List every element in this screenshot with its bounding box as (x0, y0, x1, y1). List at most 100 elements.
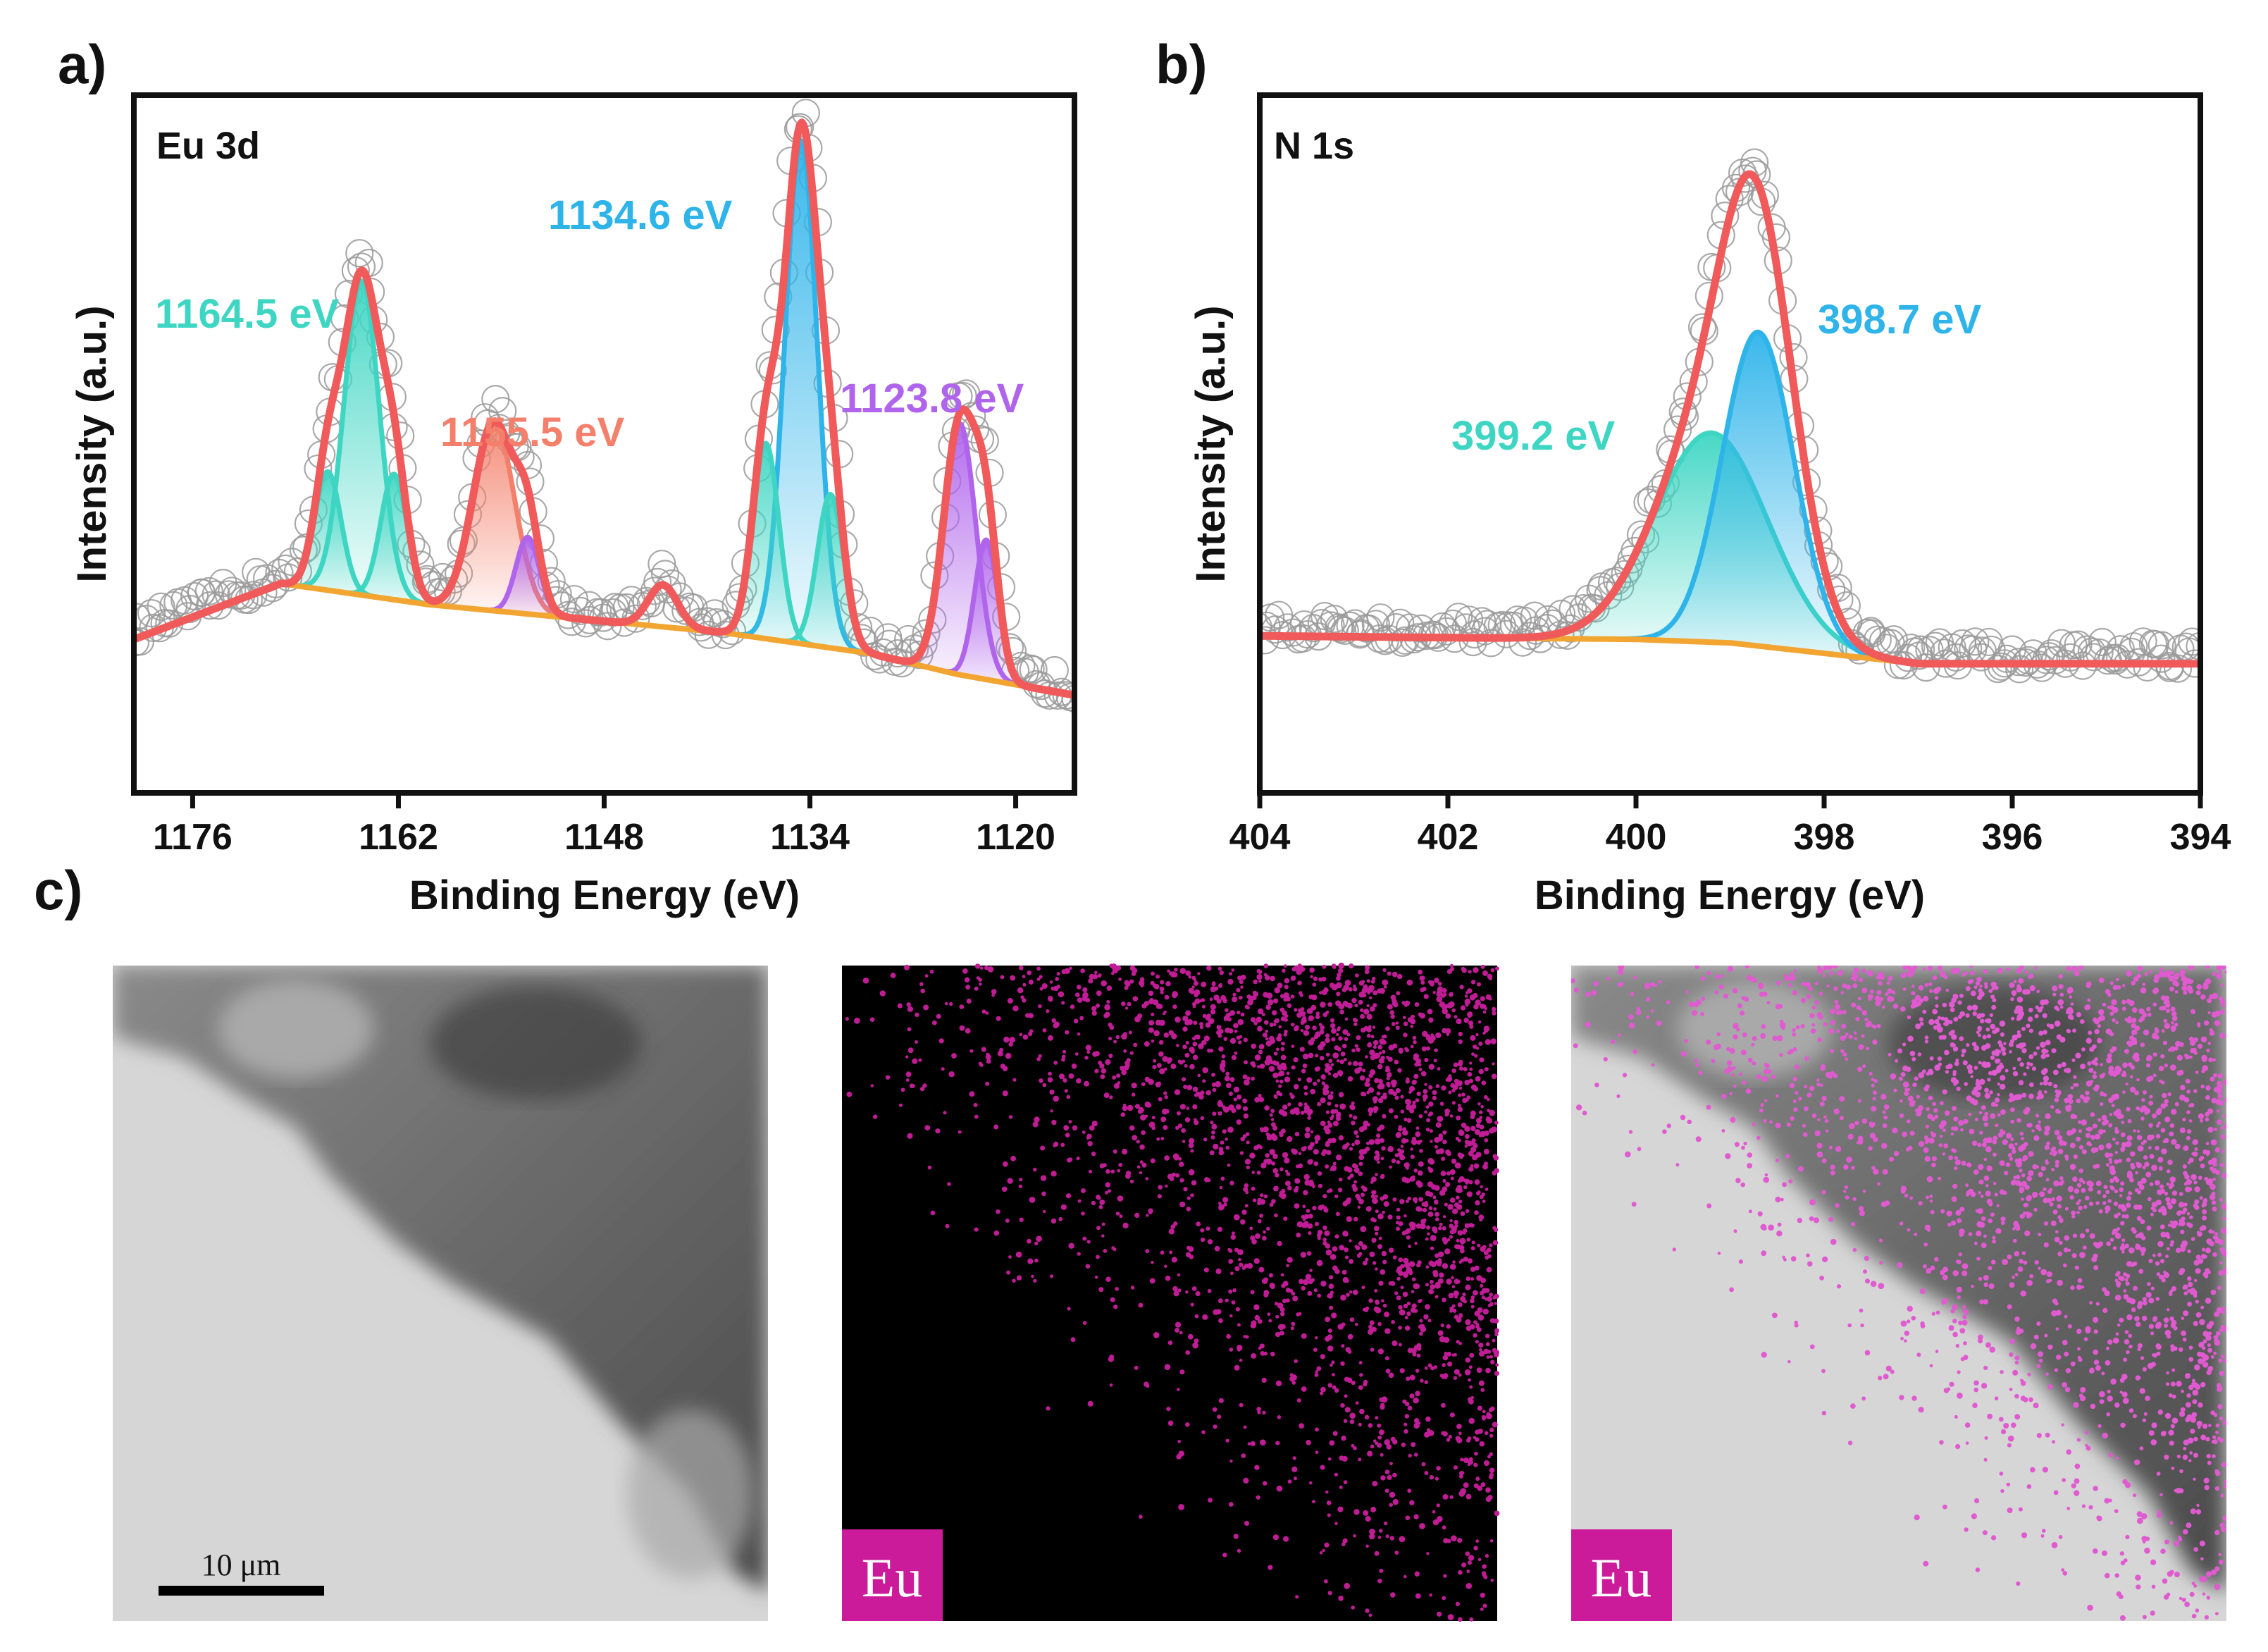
eu-dot (1302, 1221, 1308, 1228)
eu-dot (1407, 1348, 1413, 1354)
eu-dot (2071, 1253, 2077, 1259)
eu-dot (2009, 982, 2015, 988)
eu-dot (1359, 1408, 1365, 1414)
eu-dot (1322, 1240, 1327, 1246)
eu-dot (2042, 1529, 2046, 1533)
eu-dot (1226, 1083, 1232, 1089)
eu-dot (2054, 1021, 2061, 1027)
eu-dot (1469, 1067, 1473, 1071)
eu-dot (1411, 1290, 1415, 1293)
eu-dot (1244, 1159, 1251, 1165)
eu-dot (1467, 1258, 1473, 1264)
eu-dot (1260, 1351, 1265, 1356)
eu-dot (1437, 1330, 1444, 1336)
eu-dot (1306, 1008, 1313, 1014)
eu-dot (1231, 1108, 1237, 1114)
eu-dot (2212, 1435, 2217, 1440)
eu-dot (2097, 1009, 2105, 1016)
eu3d-raw-point (345, 239, 374, 268)
eu-dot (1973, 1066, 1978, 1070)
eu-dot (1489, 1427, 1494, 1433)
eu-dot (2058, 973, 2063, 979)
eu-dot (1487, 1109, 1491, 1113)
eu-dot (2009, 1352, 2014, 1357)
eu-dot (1365, 1147, 1370, 1152)
eu-dot (2159, 1079, 2163, 1083)
eu-dot (1468, 1021, 1474, 1026)
eu-dot (1446, 1438, 1451, 1442)
eu-dot (1286, 1264, 1289, 1267)
eu-dot (1460, 1457, 1464, 1462)
eu-dot (1977, 1208, 1983, 1214)
eu-dot (1354, 1044, 1358, 1048)
eu-dot (1402, 1016, 1406, 1020)
eu-dot (2193, 1453, 2199, 1458)
eu-dot (1807, 1261, 1813, 1267)
eu-dot (1918, 1072, 1925, 1078)
eu-dot (1477, 1020, 1482, 1024)
eu-dot (1334, 1104, 1339, 1108)
eu-dot (1448, 1074, 1452, 1078)
eu-dot (2000, 1429, 2007, 1434)
eu-dot (2136, 1517, 2143, 1524)
eu-dot (1948, 1325, 1954, 1331)
eu-dot (2142, 1166, 2146, 1170)
eu-dot (1489, 1318, 1495, 1324)
eu-dot (1349, 1173, 1354, 1178)
eu-dot (1816, 1083, 1821, 1087)
eu-dot (1430, 1235, 1437, 1241)
eu-dot (2210, 1139, 2217, 1146)
eu-dot (1392, 1255, 1397, 1259)
eu-dot (1117, 1195, 1124, 1202)
eu-dot (1418, 1161, 1424, 1167)
eu-dot (2126, 1040, 2131, 1046)
eu-dot (2064, 1068, 2069, 1073)
eu-dot (1084, 1056, 1089, 1060)
eu-dot (1305, 1274, 1312, 1281)
eu-dot (1190, 1149, 1194, 1153)
eu-dot (1356, 1047, 1361, 1052)
eu-dot (1403, 1032, 1408, 1037)
eu-dot (2164, 1191, 2169, 1196)
eu-dot (1485, 1367, 1491, 1374)
eu-dot (1422, 1094, 1428, 1100)
eu-dot (1229, 1181, 1234, 1185)
eu-dot (2047, 1081, 2052, 1087)
eu-dot (2156, 1351, 2161, 1356)
eu-dot (1430, 1262, 1437, 1268)
eu-dot (1463, 1482, 1469, 1488)
eu-dot (1869, 1071, 1873, 1076)
eu-dot (1360, 1226, 1367, 1233)
eu-dot (2218, 1553, 2222, 1556)
eu-dot (1964, 1357, 1968, 1360)
eu-dot (2010, 1138, 2014, 1142)
eu-dot (1419, 1523, 1425, 1529)
eu-dot (1129, 1179, 1134, 1184)
eu-dot (1459, 1066, 1463, 1071)
eu-dot (1291, 1044, 1295, 1048)
eu-dot (2113, 1176, 2118, 1181)
eu-dot (1267, 999, 1274, 1006)
eu-dot (2186, 985, 2193, 992)
eu-dot (1437, 988, 1442, 992)
eu-dot (846, 1091, 853, 1097)
eu-dot (1464, 994, 1468, 998)
eu-dot (1864, 1255, 1869, 1261)
eu-dot (1234, 1364, 1240, 1371)
eu-dot (1218, 1149, 1225, 1156)
eu-dot (1364, 1414, 1370, 1420)
eu-dot (2023, 1072, 2027, 1076)
eu-dot (1990, 1212, 1995, 1217)
eu-dot (1327, 1094, 1334, 1100)
eu-dot (2193, 1547, 2199, 1552)
eu-dot (1981, 1105, 1986, 1111)
eu-dot (1473, 1546, 1478, 1551)
eu-dot (1434, 1253, 1439, 1258)
eu-dot (1194, 1314, 1199, 1319)
eu-dot (1403, 1303, 1408, 1309)
eu3d-x-tick-label: 1148 (564, 817, 644, 858)
eu-dot (1189, 1138, 1195, 1144)
eu-dot (1485, 1553, 1489, 1558)
eu-dot (2206, 1323, 2212, 1329)
eu-dot (2212, 1178, 2216, 1181)
